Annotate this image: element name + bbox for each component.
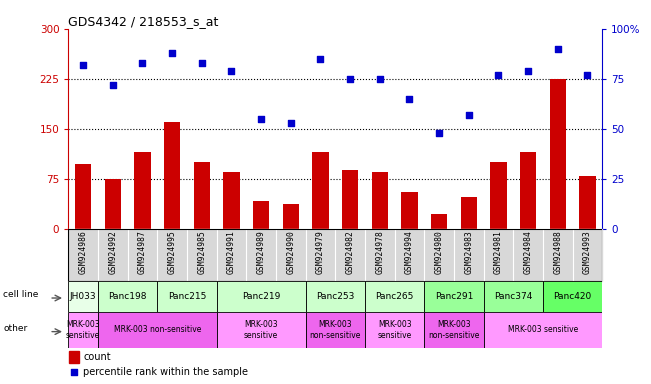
Point [69, 369, 79, 375]
Bar [424, 312, 484, 348]
Text: GSM924983: GSM924983 [464, 230, 473, 274]
Text: GSM924986: GSM924986 [79, 230, 88, 274]
Text: Panc420: Panc420 [553, 292, 592, 301]
Text: GSM924992: GSM924992 [108, 230, 117, 274]
Text: Panc291: Panc291 [435, 292, 473, 301]
Text: GSM924989: GSM924989 [256, 230, 266, 274]
Text: GSM924984: GSM924984 [523, 230, 533, 274]
Bar [134, 152, 150, 229]
Bar [305, 281, 365, 312]
Point [523, 68, 533, 74]
Bar [223, 172, 240, 229]
Text: Panc219: Panc219 [242, 292, 281, 301]
Bar [401, 192, 417, 229]
Bar [543, 281, 602, 312]
Bar [253, 201, 270, 229]
Bar [490, 162, 506, 229]
Bar [158, 281, 217, 312]
Text: percentile rank within the sample: percentile rank within the sample [83, 367, 248, 377]
Text: GSM924987: GSM924987 [138, 230, 147, 274]
Bar [549, 79, 566, 229]
Text: MRK-003
non-sensitive: MRK-003 non-sensitive [310, 320, 361, 339]
Bar [424, 281, 484, 312]
Text: Panc253: Panc253 [316, 292, 354, 301]
Bar [342, 170, 358, 229]
Text: MRK-003 non-sensitive: MRK-003 non-sensitive [114, 325, 201, 334]
Text: GSM924985: GSM924985 [197, 230, 206, 274]
Text: GSM924982: GSM924982 [346, 230, 355, 274]
Text: GSM924995: GSM924995 [168, 230, 176, 274]
Text: GSM924994: GSM924994 [405, 230, 414, 274]
Point [582, 72, 592, 78]
Bar [75, 164, 91, 229]
Bar [372, 172, 388, 229]
Text: GSM924991: GSM924991 [227, 230, 236, 274]
Text: Panc265: Panc265 [376, 292, 414, 301]
Text: MRK-003
sensitive: MRK-003 sensitive [66, 320, 100, 339]
Point [345, 76, 355, 82]
Bar [484, 312, 602, 348]
Text: Panc198: Panc198 [109, 292, 147, 301]
Bar [365, 312, 424, 348]
Bar [70, 351, 79, 363]
Point [315, 56, 326, 62]
Bar [484, 281, 543, 312]
Text: GSM924980: GSM924980 [435, 230, 443, 274]
Bar [312, 152, 329, 229]
Point [553, 46, 563, 52]
Text: GSM924988: GSM924988 [553, 230, 562, 274]
Point [493, 72, 504, 78]
Bar [520, 152, 536, 229]
Text: GSM924978: GSM924978 [375, 230, 384, 274]
Text: other: other [3, 324, 28, 333]
Point [256, 116, 266, 122]
Text: MRK-003
non-sensitive: MRK-003 non-sensitive [428, 320, 480, 339]
Bar [460, 197, 477, 229]
Text: MRK-003
sensitive: MRK-003 sensitive [378, 320, 411, 339]
Text: GSM924990: GSM924990 [286, 230, 296, 274]
Bar [365, 281, 424, 312]
Point [404, 96, 415, 102]
Text: MRK-003 sensitive: MRK-003 sensitive [508, 325, 578, 334]
Bar [68, 312, 98, 348]
Text: MRK-003
sensitive: MRK-003 sensitive [244, 320, 278, 339]
Text: GDS4342 / 218553_s_at: GDS4342 / 218553_s_at [68, 15, 219, 28]
Text: JH033: JH033 [70, 292, 96, 301]
Bar [98, 281, 158, 312]
Point [464, 112, 474, 118]
Bar [217, 312, 305, 348]
Point [434, 130, 444, 136]
Bar [98, 312, 217, 348]
Bar [68, 281, 98, 312]
Text: GSM924981: GSM924981 [494, 230, 503, 274]
Point [167, 50, 177, 56]
Bar [431, 214, 447, 229]
Text: GSM924979: GSM924979 [316, 230, 325, 274]
Point [227, 68, 237, 74]
Bar [305, 312, 365, 348]
Point [286, 120, 296, 126]
Text: cell line: cell line [3, 290, 39, 300]
Bar [105, 179, 121, 229]
Bar [217, 281, 305, 312]
Text: GSM924993: GSM924993 [583, 230, 592, 274]
Point [197, 60, 207, 66]
Bar [164, 122, 180, 229]
Point [107, 82, 118, 88]
Bar [193, 162, 210, 229]
Text: Panc374: Panc374 [494, 292, 533, 301]
Text: Panc215: Panc215 [168, 292, 206, 301]
Point [137, 60, 148, 66]
Text: count: count [83, 352, 111, 362]
Bar [579, 175, 596, 229]
Point [78, 62, 89, 68]
Bar [283, 204, 299, 229]
Point [374, 76, 385, 82]
